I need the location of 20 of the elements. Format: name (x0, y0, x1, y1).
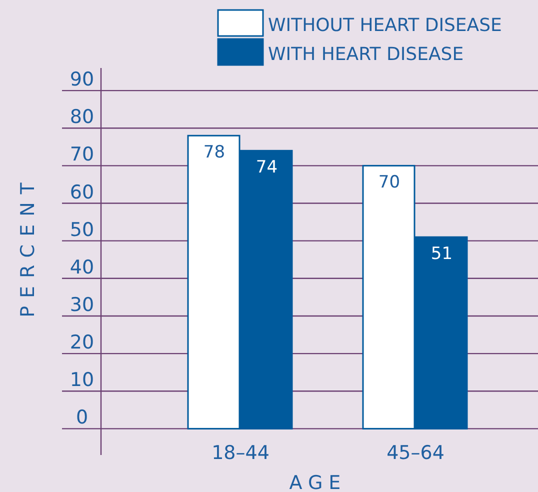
x-axis-title: AGE (289, 472, 347, 492)
legend-label: WITHOUT HEART DISEASE (268, 15, 502, 36)
y-tick-label: 30 (70, 294, 94, 316)
y-tick-label: 60 (70, 181, 94, 204)
x-tick-label: 45–64 (386, 442, 444, 464)
data-label: 51 (430, 244, 453, 264)
y-tick-label: 80 (70, 106, 94, 128)
data-label: 74 (256, 158, 278, 178)
y-tick-label: 20 (70, 332, 94, 354)
y-axis-title: PERCENT (17, 174, 39, 318)
y-tick-label: 0 (76, 406, 88, 429)
data-label: 78 (203, 142, 226, 163)
legend-label: WITH HEART DISEASE (268, 44, 464, 65)
y-tick-label: 40 (70, 256, 94, 278)
x-tick-label: 18–44 (212, 442, 270, 464)
y-tick-label: 50 (70, 218, 94, 241)
y-tick-label: 10 (70, 369, 94, 392)
y-tick-label: 70 (70, 144, 94, 166)
data-label: 70 (378, 172, 400, 193)
y-tick-label: 90 (70, 68, 94, 91)
